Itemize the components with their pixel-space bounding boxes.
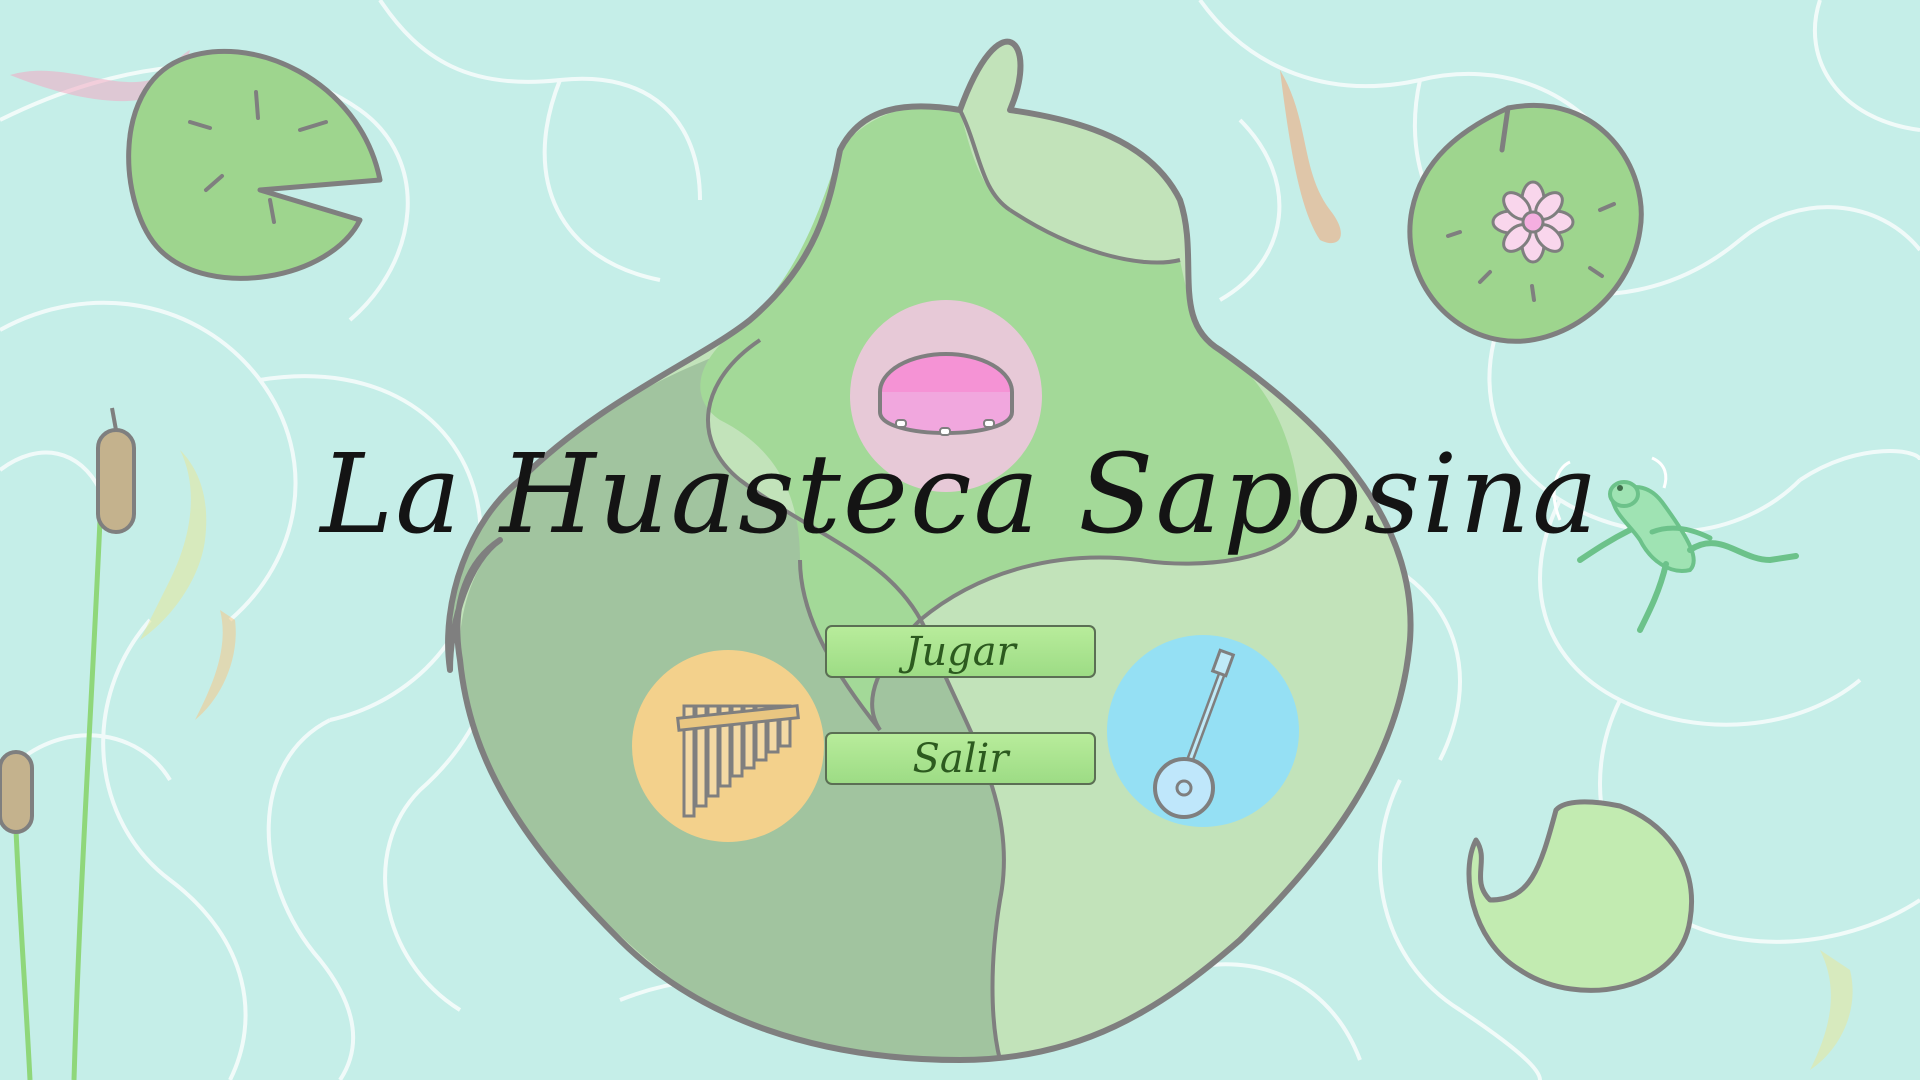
exit-button[interactable]: Salir [825,732,1096,785]
frog-icon [1552,456,1799,633]
lilypad-icon [1466,799,1694,993]
pan-flute-icon [632,650,824,842]
banjo-icon [1107,635,1299,827]
lilypad-icon [126,49,383,281]
game-title: La Huasteca Saposina [320,430,1600,558]
cattail-icon [0,407,136,1080]
tambourine-icon [850,300,1042,492]
play-button[interactable]: Jugar [825,625,1096,678]
lotus-flower-icon [1491,180,1575,264]
